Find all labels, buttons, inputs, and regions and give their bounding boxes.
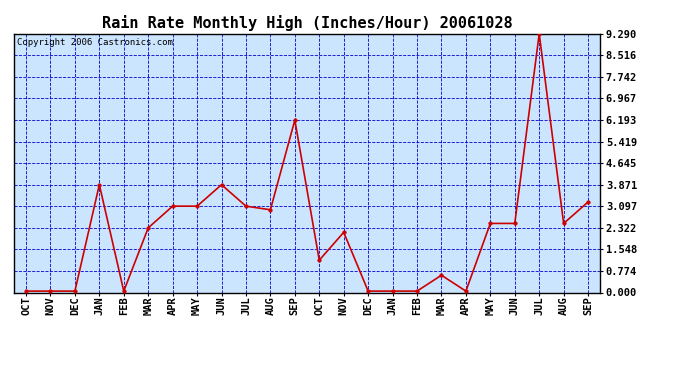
Title: Rain Rate Monthly High (Inches/Hour) 20061028: Rain Rate Monthly High (Inches/Hour) 200… xyxy=(101,15,513,31)
Text: Copyright 2006 Castronics.com: Copyright 2006 Castronics.com xyxy=(17,38,172,46)
